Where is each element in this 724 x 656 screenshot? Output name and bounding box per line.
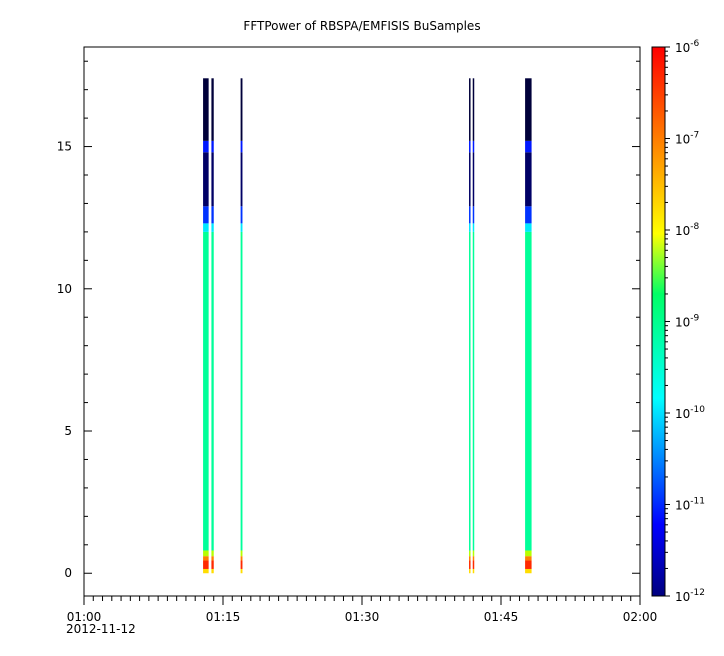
burst-column-4 <box>469 78 471 574</box>
colorbar-tick-label: 10-7 <box>675 131 699 147</box>
burst-4-band-2 <box>469 560 471 569</box>
burst-5-band-8 <box>472 152 475 207</box>
x-tick-label: 01:00 <box>67 610 102 624</box>
burst-4-band-6 <box>469 223 471 232</box>
burst-3-band-9 <box>240 140 243 153</box>
burst-5-band-3 <box>472 556 475 561</box>
burst-1-band-7 <box>203 206 209 224</box>
burst-2-band-4 <box>211 550 214 557</box>
burst-2-band-6 <box>211 223 214 232</box>
burst-5-band-4 <box>472 550 475 557</box>
burst-column-2 <box>211 78 214 574</box>
burst-1-band-6 <box>203 223 209 232</box>
burst-1-band-4 <box>203 550 209 557</box>
burst-2-band-8 <box>211 152 214 207</box>
burst-3-band-6 <box>240 223 243 232</box>
burst-6-band-5 <box>525 231 532 551</box>
y-tick-label: 10 <box>57 282 72 296</box>
burst-4-band-10 <box>469 78 471 141</box>
burst-3-band-3 <box>240 556 243 561</box>
burst-6-band-3 <box>525 556 532 561</box>
colorbar-ticks: 10-12 10-11 10-10 10-9 10-8 10-7 10-6 <box>665 39 705 604</box>
burst-2-band-10 <box>211 78 214 141</box>
plot-background <box>84 47 640 596</box>
x-tick-label: 01:30 <box>345 610 380 624</box>
burst-3-band-8 <box>240 152 243 207</box>
burst-6-band-2 <box>525 560 532 569</box>
burst-4-band-8 <box>469 152 471 207</box>
burst-5-band-10 <box>472 78 475 141</box>
burst-5-band-1 <box>472 568 475 574</box>
burst-4-band-7 <box>469 206 471 224</box>
burst-3-band-5 <box>240 231 243 551</box>
burst-1-band-8 <box>203 152 209 207</box>
burst-3-band-10 <box>240 78 243 141</box>
colorbar: 10-12 10-11 10-10 10-9 10-8 10-7 10-6 <box>651 39 705 604</box>
plot-area <box>83 46 641 597</box>
x-date-label: 2012-11-12 <box>66 622 136 636</box>
x-tick-label: 01:45 <box>484 610 519 624</box>
burst-1-band-3 <box>203 556 209 561</box>
burst-4-band-1 <box>469 568 471 574</box>
colorbar-tick-label: 10-8 <box>675 222 700 238</box>
chart-title: FFTPower of RBSPA/EMFISIS BuSamples <box>243 19 480 33</box>
burst-column-5 <box>472 78 475 574</box>
burst-column-3 <box>240 78 243 574</box>
colorbar-tick-label: 10-9 <box>675 314 700 330</box>
burst-5-band-2 <box>472 560 475 569</box>
burst-column-1 <box>203 78 209 574</box>
burst-2-band-7 <box>211 206 214 224</box>
x-tick-label: 02:00 <box>623 610 658 624</box>
burst-6-band-8 <box>525 152 532 207</box>
burst-2-band-5 <box>211 231 214 551</box>
burst-3-band-2 <box>240 560 243 569</box>
burst-6-band-4 <box>525 550 532 557</box>
burst-2-band-1 <box>211 568 214 574</box>
burst-column-6 <box>525 78 532 574</box>
burst-6-band-9 <box>525 140 532 153</box>
y-tick-label: 5 <box>64 424 72 438</box>
burst-1-band-10 <box>203 78 209 141</box>
burst-5-band-9 <box>472 140 475 153</box>
burst-4-band-5 <box>469 231 471 551</box>
burst-5-band-7 <box>472 206 475 224</box>
burst-3-band-4 <box>240 550 243 557</box>
burst-3-band-1 <box>240 568 243 574</box>
colorbar-tick-label: 10-12 <box>675 588 705 604</box>
burst-6-band-6 <box>525 223 532 232</box>
burst-1-band-5 <box>203 231 209 551</box>
burst-3-band-7 <box>240 206 243 224</box>
burst-6-band-1 <box>525 568 532 574</box>
burst-layer <box>203 78 532 574</box>
burst-4-band-3 <box>469 556 471 561</box>
burst-1-band-9 <box>203 140 209 153</box>
burst-2-band-3 <box>211 556 214 561</box>
y-axis: 0 5 10 15 <box>57 60 640 580</box>
burst-2-band-9 <box>211 140 214 153</box>
burst-4-band-9 <box>469 140 471 153</box>
burst-6-band-7 <box>525 206 532 224</box>
burst-1-band-2 <box>203 560 209 569</box>
burst-5-band-5 <box>472 231 475 551</box>
x-axis: 01:00 01:15 01:30 01:45 02:00 <box>67 596 658 624</box>
burst-4-band-4 <box>469 550 471 557</box>
y-tick-label: 15 <box>57 140 72 154</box>
colorbar-tick-label: 10-10 <box>675 405 705 421</box>
burst-6-band-10 <box>525 78 532 141</box>
colorbar-gradient <box>651 46 666 597</box>
burst-5-band-6 <box>472 223 475 232</box>
colorbar-tick-label: 10-6 <box>675 39 700 55</box>
burst-2-band-2 <box>211 560 214 569</box>
burst-1-band-1 <box>203 568 209 574</box>
y-tick-label: 0 <box>64 566 72 580</box>
x-tick-label: 01:15 <box>206 610 241 624</box>
colorbar-tick-label: 10-11 <box>675 497 705 513</box>
